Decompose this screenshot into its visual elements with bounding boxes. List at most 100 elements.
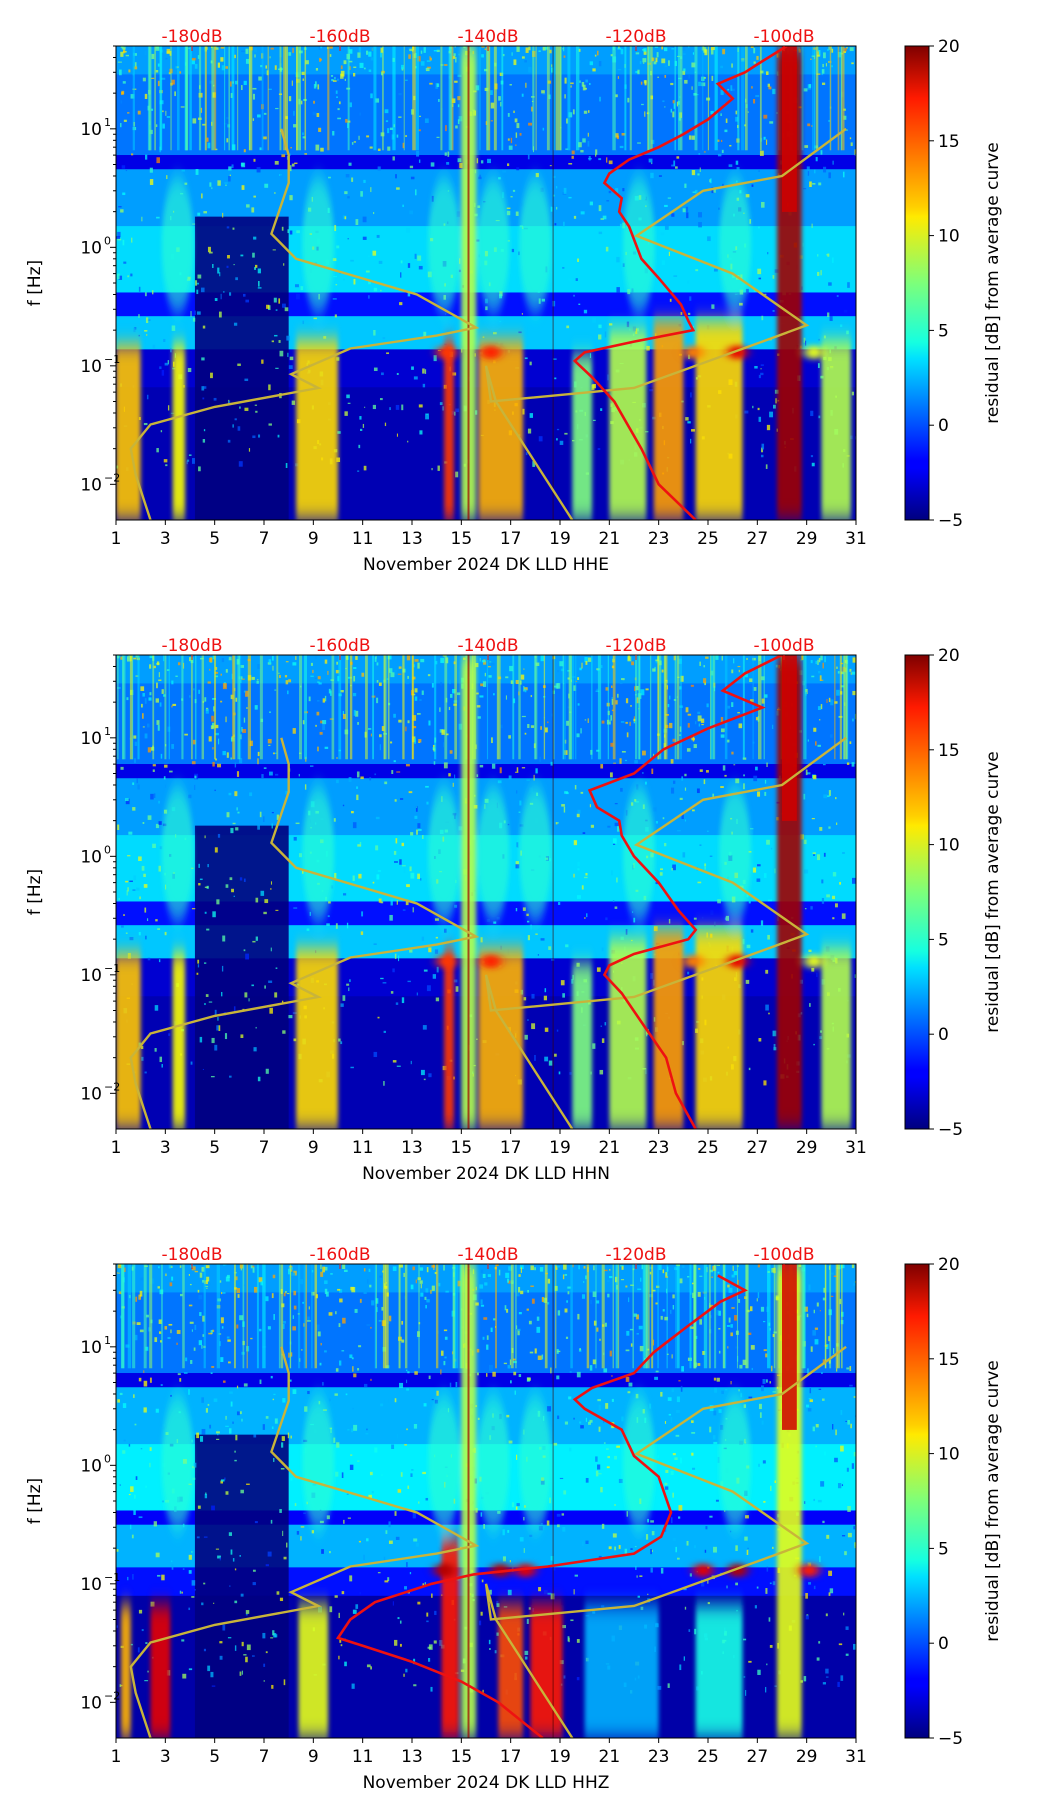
x-tick-label: 27 (747, 1138, 769, 1158)
heatmap-cell (845, 1420, 847, 1422)
heatmap-cell (772, 724, 774, 730)
heatmap-cell (596, 967, 601, 972)
heatmap-cell (601, 947, 604, 952)
heatmap-cell (816, 972, 818, 978)
heatmap-striation (650, 46, 653, 151)
heatmap-cell (668, 918, 671, 924)
heatmap-cell (562, 1625, 566, 1629)
heatmap-cell (606, 157, 608, 163)
heatmap-cell (308, 1306, 310, 1310)
heatmap-cell (342, 713, 346, 719)
x-axis-label: November 2024 DK LLD HHE (363, 555, 609, 575)
heatmap-cell (205, 1492, 207, 1496)
heatmap-streak (296, 948, 338, 1129)
heatmap-cell (763, 1500, 766, 1503)
heatmap-cell (405, 726, 407, 732)
heatmap-cell (691, 1452, 694, 1456)
heatmap-cell (568, 163, 573, 165)
heatmap-cell (384, 781, 388, 785)
heatmap-cell (683, 68, 686, 72)
heatmap-cell (208, 736, 212, 742)
heatmap-cell (527, 428, 532, 434)
heatmap-cell (598, 205, 602, 212)
heatmap-cell (655, 57, 658, 63)
heatmap-cell (516, 46, 520, 52)
colorbar-tick-label: 15 (938, 132, 960, 152)
heatmap-cell (229, 174, 231, 177)
heatmap-cell (144, 907, 147, 913)
heatmap-cell (628, 1297, 630, 1303)
heatmap-cell (701, 723, 704, 726)
heatmap-plume (477, 178, 510, 312)
heatmap-cell (716, 1309, 719, 1316)
heatmap-cell (595, 154, 597, 157)
heatmap-cell (267, 1326, 271, 1330)
heatmap-cell (122, 81, 126, 84)
heatmap-cell (725, 1389, 728, 1391)
heatmap-cell (403, 867, 406, 873)
heatmap-cell (409, 1572, 412, 1575)
heatmap-cell (377, 1016, 380, 1019)
heatmap-cell (324, 1350, 327, 1353)
heatmap-cell (753, 687, 757, 691)
heatmap-cell (559, 661, 564, 667)
heatmap-cell (551, 67, 554, 73)
heatmap-cell (380, 289, 382, 292)
heatmap-cell (843, 115, 847, 120)
heatmap-cell (389, 914, 393, 921)
heatmap-cell (272, 655, 274, 661)
heatmap-cell (149, 1462, 151, 1468)
x-tick-label: 31 (845, 1138, 867, 1158)
heatmap-cell (525, 452, 528, 456)
heatmap-cell (265, 1651, 268, 1654)
heatmap-cell (238, 758, 243, 764)
x-tick-label: 15 (451, 529, 473, 549)
heatmap-cell (392, 968, 395, 973)
heatmap-cell (422, 1583, 425, 1587)
heatmap-cell (630, 704, 632, 707)
heatmap-cell (377, 166, 381, 171)
heatmap-cell (239, 1315, 244, 1321)
heatmap-cell (836, 1368, 838, 1372)
heatmap-cell (399, 859, 402, 865)
heatmap-cell (416, 992, 418, 996)
heatmap-cell (702, 1350, 706, 1355)
heatmap-cell (372, 881, 375, 884)
heatmap-cell (585, 1417, 588, 1422)
heatmap-cell (135, 1296, 138, 1302)
heatmap-cell (215, 671, 219, 674)
heatmap-cell (810, 410, 814, 417)
heatmap-cell (547, 1592, 552, 1595)
heatmap-cell (811, 55, 816, 57)
heatmap-cell (713, 1546, 717, 1553)
heatmap-cell (805, 769, 808, 776)
heatmap-cell (263, 767, 267, 769)
heatmap-cell (188, 1607, 191, 1611)
heatmap-cell (226, 226, 230, 229)
heatmap-cell (293, 1305, 297, 1310)
heatmap-cell (608, 190, 612, 194)
heatmap-cell (524, 732, 527, 735)
heatmap-vertical-line (552, 1264, 554, 1738)
heatmap-cell (208, 1001, 213, 1003)
heatmap-cell (452, 372, 457, 376)
heatmap-cell (448, 773, 451, 777)
heatmap-cell (380, 47, 384, 53)
heatmap-striation (535, 46, 537, 151)
heatmap-cell (609, 772, 613, 778)
heatmap-cell (243, 717, 246, 723)
heatmap-cell (355, 1604, 359, 1609)
heatmap-cell (587, 718, 589, 723)
heatmap-cell (257, 1076, 261, 1082)
heatmap-cell (393, 713, 396, 718)
heatmap-cell (255, 410, 258, 413)
heatmap-striation (191, 655, 193, 760)
heatmap-cell (455, 986, 459, 992)
heatmap-cell (697, 881, 702, 884)
heatmap-cell (639, 60, 642, 65)
x-tick-label: 1 (111, 1747, 122, 1767)
heatmap-cell (475, 410, 478, 415)
heatmap-cell (293, 836, 297, 841)
heatmap-cell (158, 800, 160, 804)
heatmap-cell (640, 81, 643, 85)
